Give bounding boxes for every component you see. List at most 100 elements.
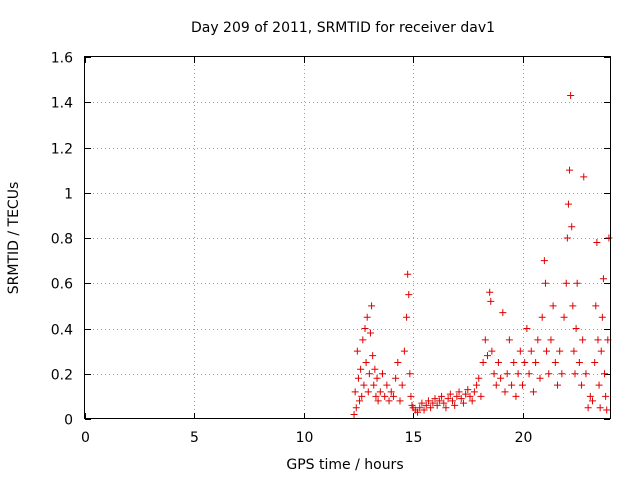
data-point: [459, 399, 467, 407]
y-tick-label: 1: [64, 187, 73, 203]
axis-ticks: [85, 57, 610, 420]
y-tick-label: 0.2: [51, 368, 73, 384]
data-point: [484, 352, 491, 360]
y-tick-label: 1.6: [51, 51, 73, 67]
data-point: [580, 173, 588, 181]
data-point: [599, 275, 607, 283]
data-point: [418, 399, 426, 407]
data-point: [422, 401, 430, 409]
data-point: [523, 325, 531, 332]
data-point: [570, 347, 578, 355]
data-point: [464, 386, 472, 394]
data-point: [360, 381, 368, 389]
data-point: [363, 313, 371, 321]
data-point: [351, 388, 359, 396]
data-point: [494, 358, 502, 366]
x-tick-label: 15: [405, 430, 423, 446]
data-point: [424, 397, 432, 405]
data-point: [584, 404, 592, 412]
data-point: [487, 297, 495, 305]
x-tick-label: 10: [296, 430, 314, 446]
data-point: [438, 392, 446, 400]
data-point: [573, 279, 581, 287]
y-tick-label: 0.8: [51, 232, 73, 248]
data-point: [442, 404, 450, 412]
data-point: [479, 358, 487, 366]
data-point: [473, 381, 481, 389]
data-points: [350, 91, 613, 418]
data-point: [406, 370, 414, 378]
data-point: [586, 392, 594, 400]
data-point: [490, 370, 498, 378]
data-point: [564, 200, 572, 208]
data-point: [549, 302, 557, 310]
data-point: [562, 279, 570, 287]
data-point: [383, 381, 391, 389]
data-point: [572, 325, 580, 332]
data-point: [435, 397, 443, 405]
data-point: [368, 302, 376, 310]
data-point: [387, 388, 395, 396]
data-point: [529, 388, 537, 396]
data-point: [403, 313, 411, 321]
data-point: [602, 392, 610, 400]
data-point: [350, 410, 358, 418]
y-tick-label: 0.6: [51, 277, 73, 293]
data-point: [477, 392, 485, 400]
data-point: [505, 336, 513, 344]
data-point: [543, 347, 551, 355]
data-point: [374, 397, 382, 405]
data-point: [358, 392, 366, 400]
data-point: [362, 358, 370, 366]
data-point: [538, 313, 546, 321]
data-point: [385, 397, 393, 405]
data-point: [433, 401, 441, 409]
data-point: [591, 358, 599, 366]
data-point: [407, 392, 415, 400]
data-point: [499, 309, 507, 317]
data-point: [558, 370, 566, 378]
data-point: [598, 313, 606, 321]
data-point: [357, 365, 365, 373]
data-point: [366, 329, 374, 337]
data-point: [540, 257, 548, 265]
data-point: [449, 397, 456, 405]
data-point: [601, 370, 609, 378]
data-point: [594, 336, 602, 344]
data-point: [575, 358, 583, 366]
x-axis-label: GPS time / hours: [286, 457, 403, 473]
data-point: [554, 381, 561, 389]
data-point: [514, 370, 522, 378]
data-point: [525, 370, 533, 378]
data-point: [551, 358, 559, 366]
data-point: [568, 223, 576, 231]
data-point: [354, 374, 362, 382]
data-point: [603, 406, 611, 414]
data-point: [457, 395, 465, 403]
data-point: [400, 347, 408, 355]
data-point: [462, 390, 470, 398]
data-point: [376, 388, 384, 396]
data-point: [527, 347, 535, 355]
data-point: [372, 392, 380, 400]
data-point: [519, 381, 526, 389]
y-axis-label: SRMTID / TECUs: [6, 182, 22, 295]
data-point: [497, 374, 505, 382]
data-point: [370, 381, 378, 389]
data-point: [369, 352, 377, 360]
data-point: [364, 388, 372, 396]
data-point: [512, 392, 520, 400]
chart-title: Day 209 of 2011, SRMTID for receiver dav…: [191, 20, 495, 36]
data-point: [420, 406, 428, 414]
data-point: [541, 279, 549, 287]
data-point: [451, 401, 459, 409]
data-point: [481, 336, 489, 344]
data-point: [521, 358, 529, 366]
data-point: [455, 388, 463, 396]
data-point: [536, 374, 544, 382]
data-point: [596, 404, 604, 412]
data-point: [488, 347, 496, 355]
data-point: [361, 325, 369, 332]
x-tick-label: 5: [190, 430, 199, 446]
data-point: [567, 91, 575, 99]
